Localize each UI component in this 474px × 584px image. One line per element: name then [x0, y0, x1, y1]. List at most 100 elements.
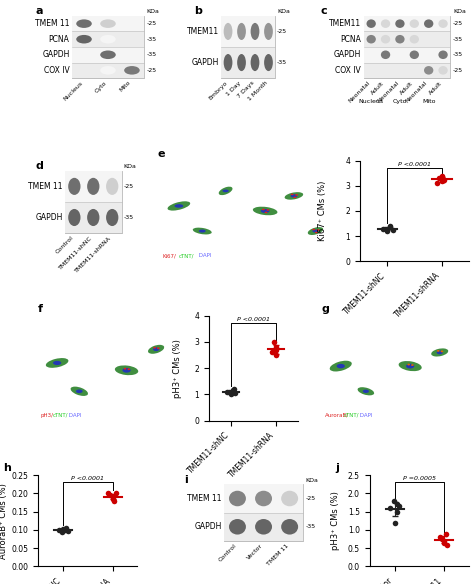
Text: Nucleus: Nucleus	[63, 80, 84, 102]
Text: e: e	[157, 149, 165, 159]
Text: DAPI: DAPI	[67, 412, 82, 418]
Ellipse shape	[148, 345, 164, 354]
Circle shape	[437, 350, 439, 352]
Text: TMEM11: TMEM11	[329, 19, 361, 28]
Ellipse shape	[222, 190, 229, 192]
Ellipse shape	[437, 350, 443, 354]
Ellipse shape	[395, 19, 405, 28]
Ellipse shape	[219, 187, 233, 195]
Point	[62, 523, 69, 533]
Text: TMEM11-shNC: TMEM11-shNC	[42, 317, 87, 322]
Ellipse shape	[357, 387, 374, 395]
Text: cTNT/: cTNT/	[179, 253, 194, 258]
Point	[268, 348, 276, 357]
Text: P <0.0001: P <0.0001	[71, 476, 104, 481]
Ellipse shape	[264, 23, 273, 40]
Text: j: j	[335, 464, 339, 474]
Text: TMEM11-shRNA: TMEM11-shRNA	[256, 162, 305, 167]
Text: -25: -25	[277, 29, 287, 34]
Text: KDa: KDa	[124, 164, 137, 169]
Ellipse shape	[87, 178, 100, 195]
Circle shape	[124, 368, 127, 370]
Point	[438, 176, 446, 186]
Text: -35: -35	[453, 37, 463, 41]
Circle shape	[291, 194, 293, 195]
Circle shape	[157, 347, 160, 349]
Circle shape	[264, 211, 267, 213]
Point	[387, 221, 394, 231]
Text: TMEM11-shNC: TMEM11-shNC	[166, 162, 211, 167]
Text: P =0.0005: P =0.0005	[403, 476, 436, 481]
Ellipse shape	[167, 201, 190, 211]
Ellipse shape	[253, 207, 277, 215]
Text: COX IV: COX IV	[44, 66, 70, 75]
Text: -35: -35	[305, 524, 316, 529]
Text: -35: -35	[146, 53, 156, 57]
Text: f: f	[38, 304, 43, 314]
Bar	[65, 202, 122, 233]
Bar	[287, 225, 333, 253]
Ellipse shape	[308, 227, 323, 235]
Bar	[425, 381, 466, 412]
Text: 1 Day: 1 Day	[225, 80, 242, 96]
Y-axis label: pH3⁺ CMs (%): pH3⁺ CMs (%)	[173, 339, 182, 398]
Text: g: g	[321, 304, 329, 314]
Ellipse shape	[251, 23, 259, 40]
Bar	[65, 171, 122, 233]
Point	[224, 387, 231, 397]
Point	[107, 491, 114, 500]
Ellipse shape	[410, 50, 419, 59]
Ellipse shape	[53, 361, 61, 365]
Text: Embryo: Embryo	[207, 80, 228, 101]
Text: GAPDH: GAPDH	[42, 50, 70, 59]
Point	[64, 526, 72, 536]
Text: -25: -25	[453, 21, 463, 26]
Text: PCNA: PCNA	[340, 34, 361, 44]
Text: cTNT/: cTNT/	[344, 412, 359, 418]
Circle shape	[262, 208, 265, 210]
Ellipse shape	[251, 54, 259, 71]
Bar	[72, 47, 144, 62]
Text: Vector: Vector	[246, 543, 264, 561]
Ellipse shape	[291, 194, 297, 197]
Text: Adult: Adult	[371, 80, 385, 95]
Point	[440, 538, 448, 547]
Ellipse shape	[366, 35, 376, 43]
Point	[273, 350, 280, 360]
Text: KDa: KDa	[305, 478, 318, 482]
Point	[438, 171, 446, 180]
Text: TMEM11-shNC: TMEM11-shNC	[58, 235, 93, 270]
Text: Neonatal: Neonatal	[376, 80, 400, 104]
Ellipse shape	[76, 50, 92, 59]
Ellipse shape	[281, 491, 298, 506]
Ellipse shape	[381, 35, 390, 43]
Circle shape	[266, 209, 269, 211]
Point	[61, 526, 69, 535]
Ellipse shape	[284, 192, 303, 200]
Point	[379, 224, 387, 233]
Text: Adult: Adult	[399, 80, 414, 95]
Ellipse shape	[312, 230, 319, 232]
Ellipse shape	[229, 519, 246, 534]
Text: P <0.0001: P <0.0001	[237, 317, 270, 322]
Bar	[141, 381, 182, 412]
Circle shape	[312, 229, 315, 230]
Bar	[364, 32, 450, 47]
Point	[272, 345, 280, 354]
Point	[112, 489, 119, 498]
Bar	[364, 16, 450, 78]
Bar	[221, 16, 275, 78]
Point	[391, 518, 399, 527]
Circle shape	[315, 232, 318, 234]
Ellipse shape	[100, 66, 116, 75]
Text: -25: -25	[146, 68, 156, 73]
Text: TMEM11-shRNA: TMEM11-shRNA	[116, 317, 165, 322]
Ellipse shape	[68, 178, 81, 195]
Ellipse shape	[174, 204, 183, 208]
Point	[383, 227, 391, 236]
Text: TMEM11: TMEM11	[187, 27, 219, 36]
Y-axis label: pH3⁺ CMs (%): pH3⁺ CMs (%)	[331, 491, 340, 550]
Point	[59, 524, 67, 534]
Ellipse shape	[406, 364, 414, 369]
Ellipse shape	[281, 519, 298, 534]
